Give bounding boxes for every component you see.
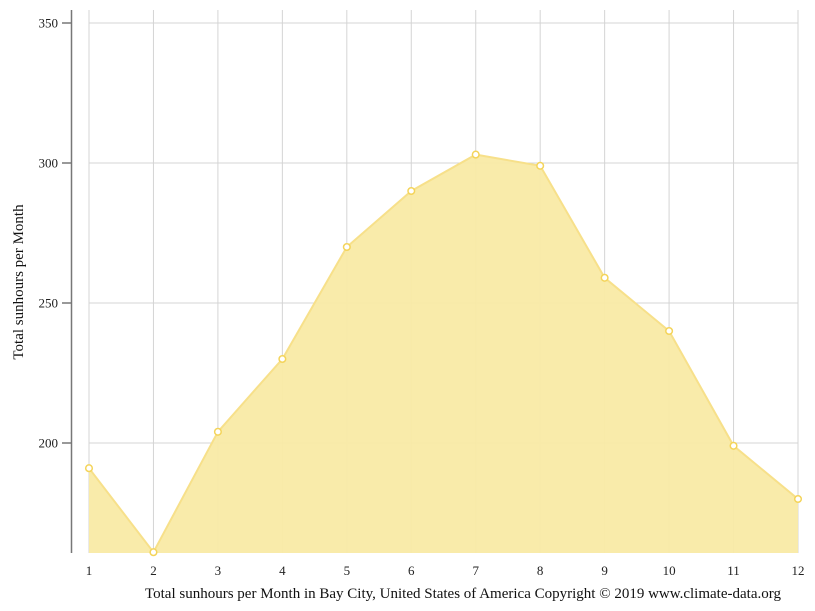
x-tick-label: 6: [408, 563, 415, 578]
data-point[interactable]: [600, 273, 609, 282]
data-point[interactable]: [342, 242, 351, 252]
y-tick-label: 350: [39, 16, 59, 31]
area-series: [88, 153, 799, 555]
x-tick-label: 5: [344, 563, 351, 578]
area-fill: [89, 154, 798, 553]
data-markers: [84, 150, 803, 557]
x-tick-label: 12: [792, 563, 805, 578]
data-point[interactable]: [213, 427, 222, 436]
x-tick-label: 10: [663, 563, 676, 578]
data-point[interactable]: [536, 161, 545, 170]
x-tick-label: 2: [150, 563, 157, 578]
data-point[interactable]: [793, 494, 803, 504]
data-point[interactable]: [729, 441, 738, 450]
data-point[interactable]: [84, 464, 94, 473]
y-tick-label: 250: [39, 296, 59, 311]
x-tick-label: 4: [279, 563, 286, 578]
data-point[interactable]: [278, 354, 287, 364]
x-axis: 1 2 3 4 5 6 7 8 9 10 11 12: [86, 563, 805, 578]
data-point[interactable]: [407, 186, 416, 196]
y-axis-title: Total sunhours per Month: [11, 204, 27, 360]
data-point[interactable]: [471, 150, 480, 159]
y-tick-label: 300: [39, 156, 59, 171]
x-tick-label: 8: [537, 563, 544, 578]
x-tick-label: 3: [215, 563, 222, 578]
x-tick-label: 9: [601, 563, 608, 578]
x-tick-label: 1: [86, 563, 93, 578]
data-point[interactable]: [149, 548, 158, 557]
y-axis: 200 250 300 350: [39, 10, 73, 553]
x-tick-label: 7: [472, 563, 479, 578]
x-tick-label: 11: [727, 563, 740, 578]
chart-caption: Total sunhours per Month in Bay City, Un…: [145, 586, 781, 602]
data-point[interactable]: [665, 326, 674, 336]
y-tick-label: 200: [39, 436, 59, 451]
series-line: [88, 153, 799, 555]
